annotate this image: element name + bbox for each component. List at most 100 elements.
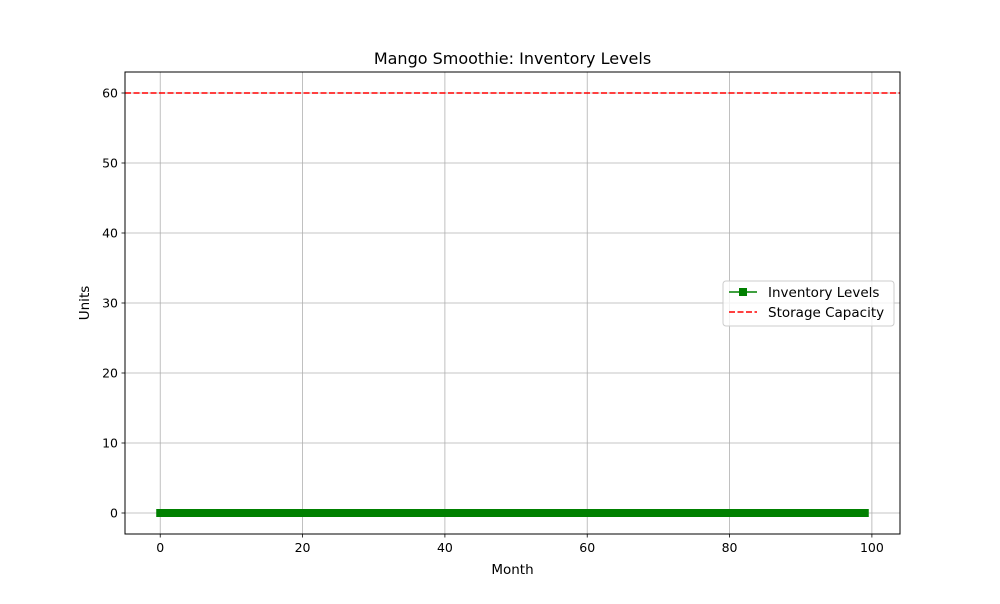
inventory-point: [241, 509, 250, 517]
inventory-point: [796, 509, 805, 517]
inventory-point: [860, 509, 869, 517]
x-tick-label: 80: [722, 540, 738, 555]
inventory-point: [640, 509, 649, 517]
inventory-point: [284, 509, 293, 517]
inventory-point: [497, 509, 506, 517]
plot-data: [125, 92, 900, 517]
inventory-point: [526, 509, 535, 517]
inventory-point: [455, 509, 464, 517]
inventory-point: [661, 509, 670, 517]
inventory-point: [739, 509, 748, 517]
inventory-point: [448, 509, 457, 517]
chart-title: Mango Smoothie: Inventory Levels: [374, 49, 651, 68]
inventory-point: [633, 509, 642, 517]
inventory-point: [554, 509, 563, 517]
inventory-point: [163, 509, 172, 517]
inventory-point: [611, 509, 620, 517]
inventory-point: [689, 509, 698, 517]
inventory-point: [583, 509, 592, 517]
y-tick-label: 40: [102, 226, 118, 241]
inventory-point: [234, 509, 243, 517]
inventory-point: [327, 509, 336, 517]
inventory-point: [668, 509, 677, 517]
inventory-point: [618, 509, 627, 517]
inventory-point: [810, 509, 819, 517]
inventory-point: [177, 509, 186, 517]
inventory-point: [334, 509, 343, 517]
inventory-point: [391, 509, 400, 517]
inventory-point: [426, 509, 435, 517]
inventory-point: [305, 509, 314, 517]
inventory-point: [768, 509, 777, 517]
inventory-point: [732, 509, 741, 517]
inventory-point: [291, 509, 300, 517]
inventory-point: [483, 509, 492, 517]
inventory-point: [704, 509, 713, 517]
inventory-point: [369, 509, 378, 517]
x-tick-label: 100: [860, 540, 884, 555]
inventory-point: [433, 509, 442, 517]
inventory-point: [227, 509, 236, 517]
inventory-point: [206, 509, 215, 517]
y-axis-label: Units: [77, 286, 93, 321]
inventory-point: [220, 509, 229, 517]
inventory-point: [825, 509, 834, 517]
inventory-point: [312, 509, 321, 517]
inventory-point: [277, 509, 286, 517]
inventory-point: [476, 509, 485, 517]
inventory-point: [568, 509, 577, 517]
inventory-point: [348, 509, 357, 517]
inventory-point: [746, 509, 755, 517]
inventory-point: [682, 509, 691, 517]
inventory-point: [540, 509, 549, 517]
inventory-point: [711, 509, 720, 517]
inventory-point: [604, 509, 613, 517]
inventory-point: [319, 509, 328, 517]
inventory-point: [647, 509, 656, 517]
chart-legend: Inventory Levels Storage Capacity: [722, 280, 895, 327]
x-tick-label: 40: [437, 540, 453, 555]
inventory-point: [191, 509, 200, 517]
inventory-point: [761, 509, 770, 517]
inventory-point: [170, 509, 179, 517]
x-axis-label: Month: [491, 562, 533, 578]
inventory-point: [846, 509, 855, 517]
inventory-point: [248, 509, 257, 517]
inventory-point: [255, 509, 264, 517]
inventory-point: [362, 509, 371, 517]
inventory-point: [376, 509, 385, 517]
y-tick-label: 50: [102, 156, 118, 171]
inventory-point: [853, 509, 862, 517]
y-tick-label: 20: [102, 366, 118, 381]
inventory-point: [198, 509, 207, 517]
inventory-point: [469, 509, 478, 517]
inventory-point: [519, 509, 528, 517]
x-tick-label: 60: [579, 540, 595, 555]
inventory-point: [718, 509, 727, 517]
inventory-point: [262, 509, 271, 517]
legend-inventory-label: Inventory Levels: [768, 285, 879, 301]
inventory-point: [184, 509, 193, 517]
inventory-point: [419, 509, 428, 517]
inventory-point: [625, 509, 634, 517]
inventory-point: [789, 509, 798, 517]
inventory-point: [412, 509, 421, 517]
inventory-point: [725, 509, 734, 517]
inventory-point: [697, 509, 706, 517]
inventory-point: [675, 509, 684, 517]
x-tick-label: 0: [156, 540, 164, 555]
inventory-point: [504, 509, 513, 517]
inventory-point: [818, 509, 827, 517]
inventory-point: [775, 509, 784, 517]
inventory-point: [490, 509, 499, 517]
inventory-point: [576, 509, 585, 517]
inventory-point: [355, 509, 364, 517]
inventory-point: [654, 509, 663, 517]
inventory-point: [440, 509, 449, 517]
inventory-point: [341, 509, 350, 517]
inventory-point: [533, 509, 542, 517]
inventory-point: [462, 509, 471, 517]
inventory-point: [398, 509, 407, 517]
inventory-point: [839, 509, 848, 517]
